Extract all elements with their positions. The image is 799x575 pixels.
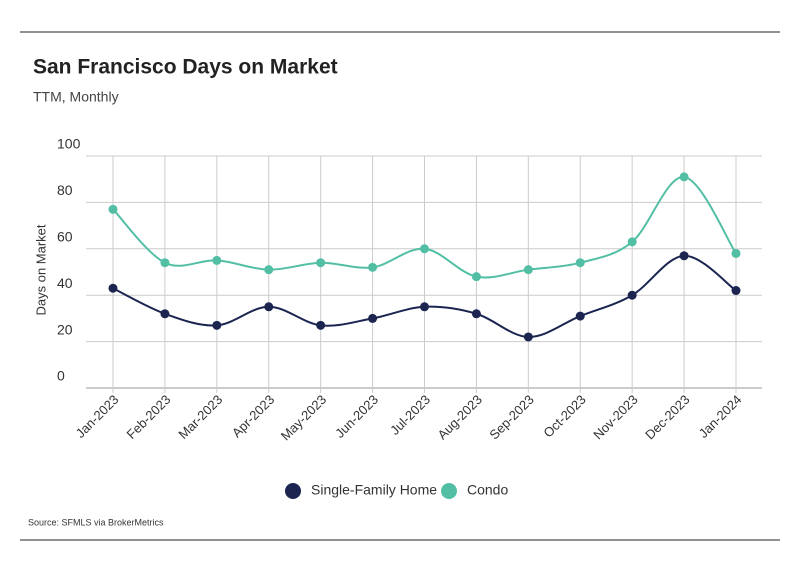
y-tick-label: 20 — [57, 321, 73, 337]
data-point — [575, 311, 585, 321]
data-point — [575, 258, 585, 268]
data-point — [731, 286, 741, 296]
legend-label: Single-Family Home — [311, 482, 437, 498]
legend-marker — [441, 483, 457, 499]
y-axis-label: Days on Market — [33, 224, 48, 315]
x-tick-label: Jan-2024 — [696, 392, 745, 441]
data-point — [679, 172, 689, 182]
data-point — [731, 248, 741, 258]
x-tick-label: Sep-2023 — [486, 392, 536, 442]
x-tick-label: Nov-2023 — [590, 392, 640, 442]
y-tick-label: 100 — [57, 136, 81, 152]
x-tick-label: Apr-2023 — [229, 392, 277, 440]
data-point — [316, 320, 326, 330]
x-tick-label: Jan-2023 — [73, 392, 122, 441]
data-point — [212, 255, 222, 265]
data-point — [420, 244, 429, 254]
y-tick-label: 60 — [57, 229, 73, 245]
data-point — [264, 302, 274, 312]
x-tick-label: Feb-2023 — [124, 392, 174, 442]
x-tick-label: Dec-2023 — [642, 392, 692, 442]
y-tick-label: 40 — [57, 275, 73, 291]
x-tick-label: Jun-2023 — [332, 392, 381, 441]
data-point — [523, 265, 533, 275]
data-point — [523, 332, 533, 342]
legend-label: Condo — [467, 482, 508, 498]
chart-title: San Francisco Days on Market — [33, 56, 338, 79]
data-point — [108, 283, 118, 293]
y-tick-label: 0 — [57, 368, 65, 384]
data-point — [420, 302, 429, 312]
x-tick-label: Mar-2023 — [175, 392, 225, 442]
data-point — [316, 258, 326, 268]
data-point — [679, 251, 689, 261]
data-point — [108, 204, 118, 214]
x-tick-label: Jul-2023 — [387, 392, 433, 438]
legend-marker — [285, 483, 301, 499]
data-point — [471, 272, 481, 282]
data-point — [627, 237, 637, 247]
data-point — [212, 320, 222, 330]
data-point — [627, 290, 637, 300]
data-point — [368, 313, 378, 323]
x-tick-label: Oct-2023 — [540, 392, 588, 440]
data-point — [471, 309, 481, 319]
data-point — [160, 309, 170, 319]
data-point — [160, 258, 170, 268]
chart-subtitle: TTM, Monthly — [33, 89, 119, 105]
source: Source: SFMLS via BrokerMetrics — [28, 517, 164, 527]
data-point — [264, 265, 274, 275]
x-tick-label: May-2023 — [278, 392, 329, 443]
y-tick-label: 80 — [57, 182, 73, 198]
x-tick-label: Aug-2023 — [434, 392, 484, 442]
data-point — [368, 262, 378, 272]
